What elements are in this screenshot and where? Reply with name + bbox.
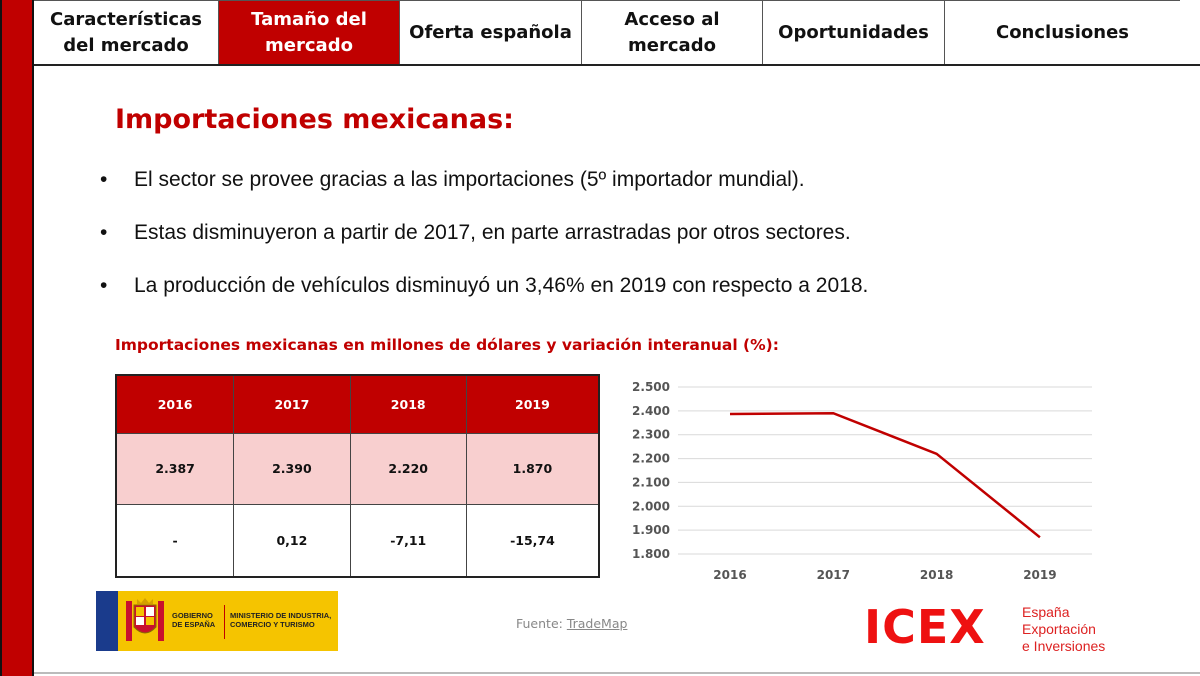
logo-divider — [224, 605, 225, 639]
tab-caracteristicas[interactable]: Características del mercado — [34, 0, 219, 64]
gobierno-logo: GOBIERNO DE ESPAÑA MINISTERIO DE INDUSTR… — [96, 591, 338, 651]
header-cell: 2019 — [465, 374, 600, 434]
table-cell: 1.870 — [465, 432, 600, 505]
table-row-variation: - 0,12 -7,11 -15,74 — [115, 503, 600, 578]
table-cell: 2.387 — [115, 432, 235, 505]
header-cell: 2017 — [233, 374, 351, 434]
bullet-item: • El sector se provee gracias a las impor… — [100, 164, 868, 217]
y-tick-label: 2.500 — [632, 380, 670, 394]
ministerio-label: MINISTERIO DE INDUSTRIA, COMERCIO Y TURI… — [230, 611, 332, 629]
y-tick-label: 1.900 — [632, 523, 670, 537]
tab-oferta-espanola[interactable]: Oferta española — [400, 0, 582, 64]
y-tick-label: 2.400 — [632, 404, 670, 418]
x-tick-label: 2018 — [920, 568, 953, 582]
table-subtitle: Importaciones mexicanas en millones de d… — [115, 336, 779, 354]
x-tick-label: 2019 — [1023, 568, 1056, 582]
table-cell: -15,74 — [465, 503, 600, 578]
table-row-values: 2.387 2.390 2.220 1.870 — [115, 432, 600, 505]
tab-conclusiones[interactable]: Conclusiones — [945, 0, 1180, 64]
bullet-item: • Estas disminuyeron a partir de 2017, en… — [100, 217, 868, 270]
bullet-dot: • — [100, 274, 108, 297]
bottom-divider — [34, 672, 1200, 674]
bullet-dot: • — [100, 168, 108, 191]
table-cell: - — [115, 503, 235, 578]
table-cell: 0,12 — [233, 503, 351, 578]
icex-tagline: España Exportación e Inversiones — [1022, 604, 1106, 654]
y-tick-label: 2.000 — [632, 499, 670, 513]
tab-oportunidades[interactable]: Oportunidades — [763, 0, 945, 64]
y-tick-label: 2.100 — [632, 475, 670, 489]
eu-flag-strip — [96, 591, 118, 651]
header-cell: 2016 — [115, 374, 235, 434]
tab-tamano-mercado[interactable]: Tamaño del mercado — [219, 0, 400, 64]
source-note: Fuente: TradeMap — [516, 616, 628, 631]
bullet-item: • La producción de vehículos disminuyó un… — [100, 270, 868, 323]
section-nav: Características del mercado Tamaño del m… — [34, 0, 1200, 66]
y-tick-label: 2.300 — [632, 428, 670, 442]
slide-title: Importaciones mexicanas: — [115, 104, 514, 135]
table-cell: 2.220 — [349, 432, 467, 505]
gobierno-label: GOBIERNO DE ESPAÑA — [172, 611, 216, 629]
coat-of-arms-icon — [126, 598, 164, 641]
series-line — [729, 411, 1041, 539]
table-cell: -7,11 — [349, 503, 467, 578]
table-cell: 2.390 — [233, 432, 351, 505]
icex-logo: ICEX — [864, 600, 986, 654]
left-accent-bar — [0, 0, 34, 676]
header-cell: 2018 — [349, 374, 467, 434]
trademap-link[interactable]: TradeMap — [566, 616, 628, 631]
tab-acceso-mercado[interactable]: Acceso al mercado — [582, 0, 763, 64]
imports-line-chart: 1.800 1.900 2.000 2.100 2.200 2.300 2.400 2.500… — [632, 380, 1092, 582]
table-header-row: 2016 2017 2018 2019 — [115, 374, 600, 434]
x-tick-label: 2017 — [817, 568, 850, 582]
y-tick-label: 2.200 — [632, 452, 670, 466]
y-tick-label: 1.800 — [632, 547, 670, 561]
imports-table: 2016 2017 2018 2019 2.387 2.390 2.220 1.… — [115, 374, 600, 578]
x-tick-label: 2016 — [713, 568, 746, 582]
bullet-list: • El sector se provee gracias a las impor… — [100, 164, 868, 323]
bullet-dot: • — [100, 221, 108, 244]
